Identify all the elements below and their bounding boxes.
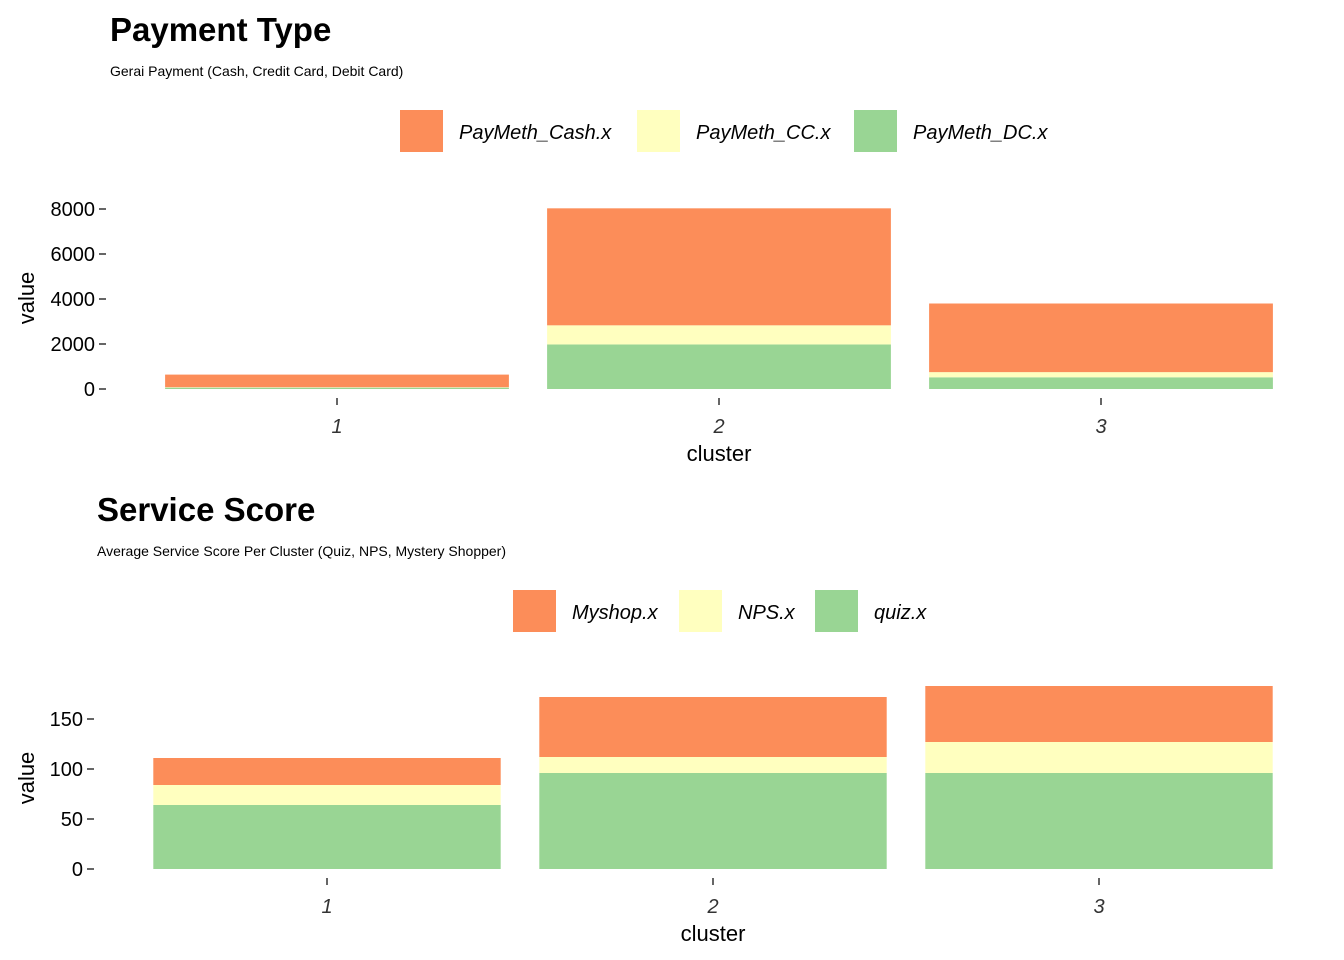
y-tick-label: 6000 [51, 244, 96, 266]
x-tick-label: 1 [331, 416, 342, 438]
x-tick-label: 2 [706, 896, 718, 918]
bars [153, 686, 1273, 869]
x-axis: 1 2 3 [321, 878, 1105, 918]
bar-segment [925, 686, 1273, 742]
legend: Myshop.x NPS.x quiz.x [513, 590, 927, 632]
service-score-chart: Service Score Average Service Score Per … [14, 491, 1273, 946]
y-tick-label: 0 [84, 379, 95, 401]
x-tick-label: 2 [712, 416, 724, 438]
x-tick-label: 1 [321, 896, 332, 918]
legend-label: NPS.x [738, 602, 796, 624]
bar-segment [539, 697, 887, 757]
payment-type-chart: Payment Type Gerai Payment (Cash, Credit… [14, 11, 1273, 466]
bar-segment [925, 742, 1273, 773]
bar-segment [153, 758, 501, 785]
legend-swatch [400, 110, 443, 152]
bar-segment [539, 773, 887, 869]
y-axis: 0 2000 4000 6000 8000 [51, 199, 106, 401]
bar-segment [153, 785, 501, 805]
bar-segment [925, 773, 1273, 869]
bar-segment [929, 377, 1273, 389]
x-axis: 1 2 3 [331, 398, 1107, 438]
legend-label: PayMeth_CC.x [696, 122, 831, 144]
legend-swatch [637, 110, 680, 152]
bar-segment [547, 344, 891, 389]
legend-label: quiz.x [874, 602, 927, 624]
legend-swatch [854, 110, 897, 152]
bar-segment [153, 805, 501, 869]
x-tick-label: 3 [1093, 896, 1104, 918]
chart-title: Service Score [97, 491, 315, 528]
x-axis-title: cluster [681, 921, 746, 946]
y-tick-label: 8000 [51, 199, 96, 221]
legend-label: PayMeth_Cash.x [459, 122, 612, 144]
y-axis-title: value [14, 272, 39, 325]
chart-subtitle: Gerai Payment (Cash, Credit Card, Debit … [110, 63, 403, 79]
legend-swatch [513, 590, 556, 632]
bar-segment [929, 372, 1273, 378]
y-tick-label: 2000 [51, 334, 96, 356]
legend: PayMeth_Cash.x PayMeth_CC.x PayMeth_DC.x [400, 110, 1048, 152]
y-tick-label: 100 [50, 759, 83, 781]
y-tick-label: 50 [61, 809, 83, 831]
y-axis-title: value [14, 752, 39, 805]
legend-label: PayMeth_DC.x [913, 122, 1048, 144]
x-tick-label: 3 [1095, 416, 1106, 438]
y-tick-label: 150 [50, 709, 83, 731]
y-axis: 0 50 100 150 [50, 709, 94, 881]
bar-segment [165, 387, 509, 389]
x-axis-title: cluster [687, 441, 752, 466]
bars [165, 208, 1273, 389]
chart-subtitle: Average Service Score Per Cluster (Quiz,… [97, 543, 506, 559]
bar-segment [929, 303, 1273, 373]
legend-swatch [815, 590, 858, 632]
y-tick-label: 4000 [51, 289, 96, 311]
bar-segment [547, 208, 891, 326]
y-tick-label: 0 [72, 859, 83, 881]
chart-title: Payment Type [110, 11, 331, 48]
bar-segment [165, 374, 509, 388]
legend-swatch [679, 590, 722, 632]
bar-segment [547, 325, 891, 345]
bar-segment [539, 757, 887, 773]
legend-label: Myshop.x [572, 602, 659, 624]
